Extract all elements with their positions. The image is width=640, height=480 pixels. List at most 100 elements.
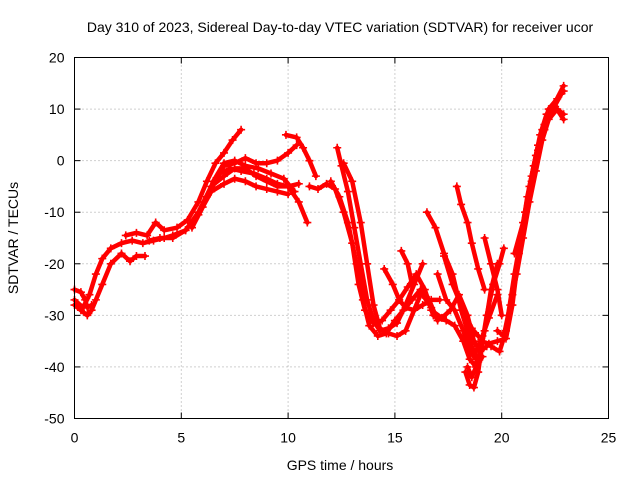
data-point [143,231,152,240]
series-21 [440,252,483,340]
data-point [267,169,276,178]
series-line [435,271,479,362]
data-point [375,324,384,333]
x-tick-label: 25 [601,430,617,446]
data-point [138,239,147,248]
data-point [230,159,239,168]
data-point [290,187,299,196]
data-point [83,311,92,320]
data-point [254,164,263,173]
data-point [294,179,303,188]
data-point [450,321,459,330]
y-tick-label: 0 [57,153,65,169]
data-point [559,87,568,96]
data-point [106,259,115,268]
data-point [117,239,126,248]
data-point [433,270,442,279]
data-point [241,154,250,163]
data-point [91,270,100,279]
data-point [478,331,487,340]
data-point [314,185,323,194]
data-point [442,295,451,304]
series-30 [510,87,568,258]
data-point [499,244,508,253]
data-point [151,218,160,227]
data-point [209,177,218,186]
data-point [230,174,239,183]
series-8 [209,141,301,186]
data-series [70,81,568,392]
data-point [249,169,258,178]
data-point [388,280,397,289]
data-point [262,185,271,194]
data-point [373,331,382,340]
data-point [467,373,476,382]
series-25 [480,234,506,320]
data-point [198,203,207,212]
data-point [410,306,419,315]
data-point [454,295,463,304]
data-point [132,228,141,237]
data-point [303,218,312,227]
data-point [403,259,412,268]
data-point [544,105,553,114]
data-point [395,295,404,304]
data-point [538,125,547,134]
series-20 [452,182,489,294]
data-point [465,380,474,389]
data-point [474,264,483,273]
data-point [442,316,451,325]
data-point [499,331,508,340]
data-point [474,357,483,366]
data-point [187,223,196,232]
data-point [76,288,85,297]
data-point [202,192,211,201]
data-point [237,166,246,175]
data-point [79,303,88,312]
data-point [173,223,182,232]
x-tick-label: 15 [387,430,403,446]
data-point [365,321,374,330]
x-tick-label: 5 [177,430,185,446]
data-point [333,143,342,152]
data-point [98,254,107,263]
data-point [480,234,489,242]
data-point [91,295,100,304]
data-point [98,280,107,289]
series-9 [281,130,320,181]
axes: 0 5 10 15 20 25 -50 -40 -30 -20 -10 0 10 20 [44,50,616,446]
data-point [273,179,282,188]
series-29 [504,102,568,320]
data-point [237,125,246,134]
data-point [397,246,406,255]
data-point [155,234,164,242]
data-point [401,326,410,335]
data-point [467,324,476,333]
data-point [450,306,459,315]
data-point [305,182,314,191]
x-tick-label: 20 [494,430,510,446]
data-point [284,182,293,191]
data-point [145,236,154,245]
data-point [252,159,261,168]
data-point [531,151,540,160]
data-point [457,200,466,209]
series-3 [70,164,312,312]
data-point [326,177,335,186]
data-point [284,148,293,157]
data-point [241,161,250,170]
y-tick-label: -30 [44,307,64,323]
data-point [350,223,359,232]
data-point [343,218,352,227]
data-point [292,133,301,142]
data-point [241,177,250,186]
series-4 [121,125,246,240]
data-point [510,270,519,279]
y-tick-label: 10 [49,101,65,117]
data-point [194,197,203,206]
data-point [386,306,395,315]
y-axis-label: SDTVAR / TECUs [5,182,21,294]
data-point [335,192,344,201]
data-point [160,226,169,235]
series-line [473,292,500,354]
